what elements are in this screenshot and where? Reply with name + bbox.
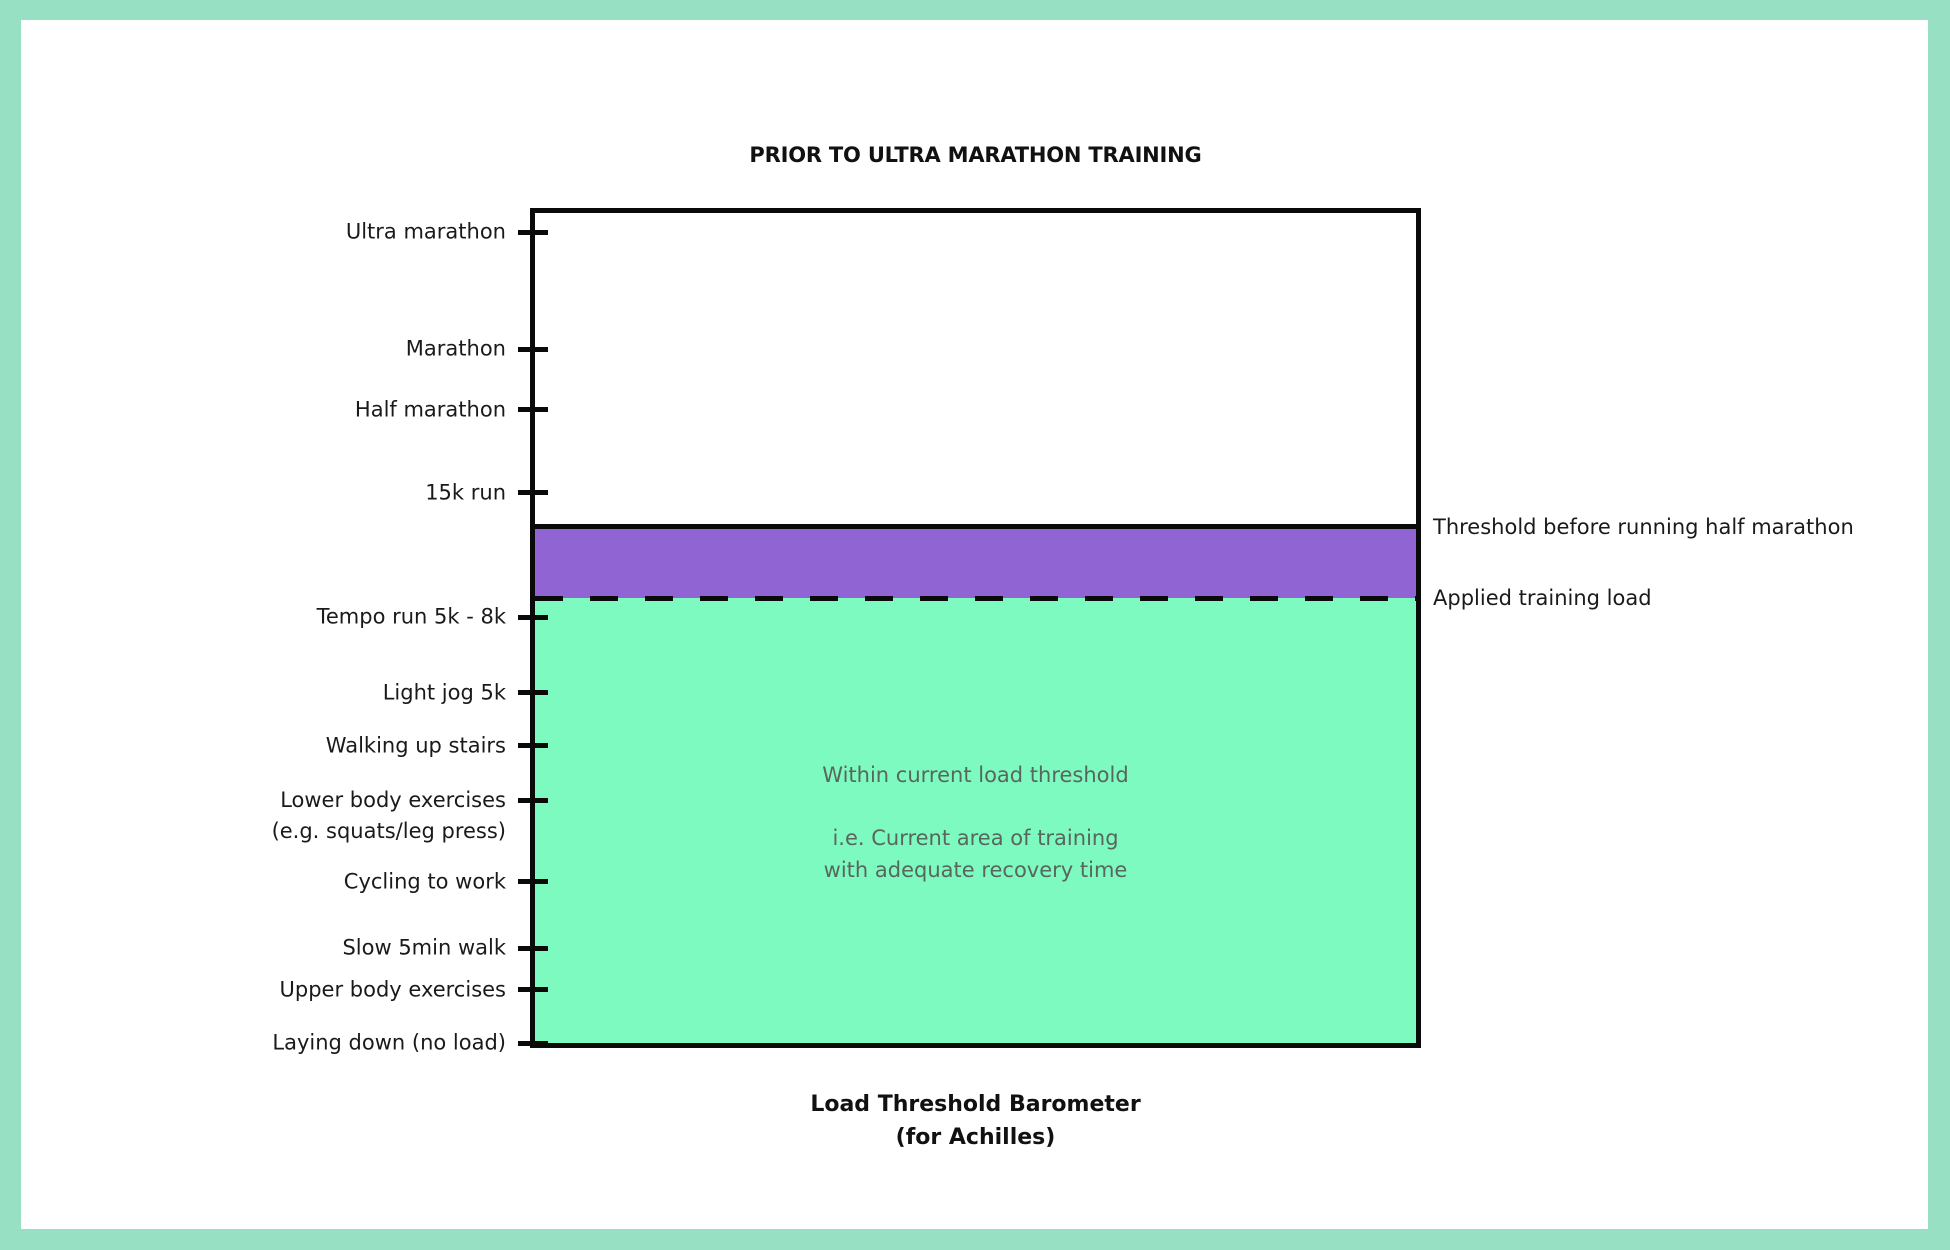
chart-title: PRIOR TO ULTRA MARATHON TRAINING — [749, 143, 1202, 167]
y-axis-labels: Ultra marathon Marathon Half marathon 15k r… — [80, 213, 506, 1055]
axis-label: Cycling to work — [343, 869, 506, 894]
axis-tick — [518, 798, 548, 804]
axis-tick — [518, 879, 548, 885]
axis-label: Laying down (no load) — [272, 1030, 506, 1055]
applied-load-line-label: Applied training load — [1433, 586, 1652, 610]
axis-tick — [518, 690, 548, 696]
axis-label: Upper body exercises — [279, 977, 506, 1002]
axis-label: Ultra marathon — [345, 219, 506, 244]
zone-between-applied-load-and-threshold — [535, 526, 1416, 599]
chart-caption-line1: Load Threshold Barometer — [810, 1092, 1141, 1117]
axis-tick — [518, 743, 548, 749]
plot-area: Within current load threshold i.e. Curre… — [518, 208, 1421, 1048]
axis-label: Slow 5min walk — [342, 935, 506, 960]
chart-caption: Load Threshold Barometer (for Achilles) — [530, 1088, 1421, 1154]
applied-load-dashed-line — [535, 595, 1416, 601]
zone-annotation-heading: Within current load threshold — [822, 762, 1129, 787]
axis-label: Lower body exercises (e.g. squats/leg pr… — [271, 788, 506, 844]
axis-tick — [518, 987, 548, 993]
axis-tick — [518, 945, 548, 951]
axis-label: 15k run — [425, 480, 506, 505]
axis-label: Light jog 5k — [382, 680, 506, 705]
axis-tick — [518, 229, 548, 235]
zone-within-current-load-threshold — [535, 598, 1416, 1043]
axis-label: Walking up stairs — [325, 733, 506, 758]
threshold-solid-line — [535, 524, 1416, 530]
axis-label: Half marathon — [354, 397, 506, 422]
axis-tick — [518, 407, 548, 413]
axis-tick — [518, 1040, 548, 1046]
axis-tick — [518, 346, 548, 352]
zone-annotation-body: i.e. Current area of training with adequ… — [823, 825, 1128, 882]
zone-annotation: Within current load threshold i.e. Curre… — [535, 759, 1416, 886]
threshold-line-label: Threshold before running half marathon — [1433, 515, 1854, 539]
axis-tick — [518, 614, 548, 620]
axis-label: Marathon — [405, 336, 506, 361]
axis-tick — [518, 490, 548, 496]
chart-caption-line2: (for Achilles) — [895, 1125, 1056, 1150]
axis-label: Tempo run 5k - 8k — [316, 604, 506, 629]
